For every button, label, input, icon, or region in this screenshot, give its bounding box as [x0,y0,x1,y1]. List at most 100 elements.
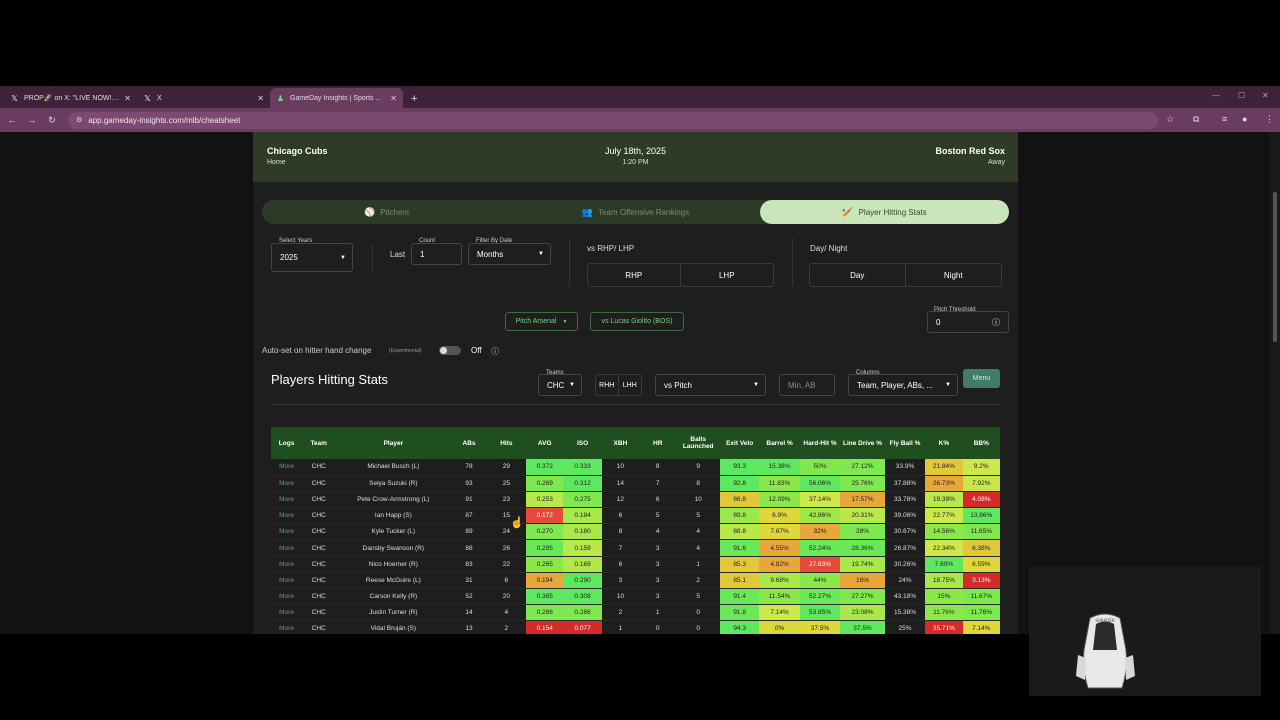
select-years-dropdown[interactable]: 2025 ▼ [271,243,353,272]
stat-cell: 37.14% [799,491,841,509]
browser-tab-prop[interactable]: 𝕏 PROP🚀 on X: "LIVE NOW!!! I'm ✕ [4,88,137,108]
profile-icon[interactable]: ● [1242,114,1248,124]
more-logs-link[interactable]: More [271,539,303,557]
night-button[interactable]: Night [943,270,963,280]
vs-hand-label: vs RHP/ LHP [587,244,635,253]
column-header[interactable]: Line Drive % [840,427,885,459]
sidebar-icon[interactable]: ⧉ [1193,114,1200,124]
more-logs-link[interactable]: More [271,459,303,476]
vs-pitcher-button[interactable]: vs Lucas Giolito (BOS) [590,312,684,331]
tab-player-hitting-stats[interactable]: 🏏 Player Hitting Stats [760,200,1009,224]
filter-by-date-dropdown[interactable]: Months ▼ [468,243,551,265]
forward-icon[interactable]: → [27,115,37,125]
more-logs-link[interactable]: More [271,475,303,492]
more-logs-link[interactable]: More [271,556,303,573]
column-header[interactable]: Barrel % [759,427,800,459]
menu-button[interactable]: Menu [963,369,1000,388]
more-logs-link[interactable]: More [271,507,303,525]
new-tab-button[interactable]: + [411,93,418,105]
lhp-button[interactable]: LHP [718,270,735,280]
column-header[interactable]: HR [639,427,677,459]
stat-cell: 83 [451,556,487,573]
bookmark-star-icon[interactable]: ☆ [1166,114,1175,124]
close-window-icon[interactable]: ✕ [1262,91,1269,100]
column-header[interactable]: AVG [526,427,564,459]
stat-cell: 7.87% [759,523,800,541]
teams-value: CHC [547,380,565,390]
column-header[interactable]: Fly Ball % [884,427,926,459]
tab-team-offensive-rankings[interactable]: 👥 Team Offensive Rankings [511,200,760,224]
column-header[interactable]: ABs [451,427,487,459]
table-row: More CHC Ian Happ (S) 87 15 0.172 0.184 6 5 5 89.8… [271,507,1000,525]
home-team-block: Chicago Cubs Home [267,146,328,166]
close-icon[interactable]: ✕ [257,93,264,103]
browser-tab-x[interactable]: 𝕏 X ✕ [137,88,270,108]
more-logs-link[interactable]: More [271,523,303,541]
close-icon[interactable]: ✕ [124,93,131,103]
stat-cell: 7.14% [759,604,800,622]
url-field[interactable]: ⚙ app.gameday-insights.com/mlb/cheatshee… [68,111,1158,129]
rhh-button[interactable]: RHH [596,375,619,395]
lhh-button[interactable]: LHH [622,381,637,389]
teams-dropdown[interactable]: CHC ▼ [538,374,582,396]
stat-cell: 52.24% [799,539,841,557]
scrollbar-thumb[interactable] [1273,192,1277,342]
more-logs-link[interactable]: More [271,572,303,590]
browser-tab-gameday[interactable]: ♟ GameDay Insights | Sports Ana ✕ [270,88,403,108]
site-info-icon[interactable]: ⚙ [76,117,83,124]
stat-cell: 0 [639,620,677,634]
column-header[interactable]: K% [925,427,963,459]
back-icon[interactable]: ← [7,115,17,125]
chevron-down-icon: ▼ [562,318,568,325]
column-header[interactable]: Player [335,427,452,459]
maximize-icon[interactable]: ☐ [1238,91,1246,100]
column-header[interactable]: Team [302,427,336,459]
more-logs-link[interactable]: More [271,588,303,606]
columns-dropdown[interactable]: Team, Player, ABs, ... ▼ [848,374,958,396]
min-ab-input[interactable]: Min. AB [779,374,835,396]
stat-cell: 4 [676,523,720,541]
stat-cell: 24 [486,523,527,541]
day-button[interactable]: Day [810,264,906,286]
stat-cell: CHC [302,556,336,573]
stat-cell: 0.169 [563,556,602,573]
column-header[interactable]: Balls Launched [676,427,720,459]
count-input[interactable]: 1 [411,243,462,265]
tab-pitchers[interactable]: ⚾ Pitchers [262,200,511,224]
tab-bar: 𝕏 PROP🚀 on X: "LIVE NOW!!! I'm ✕ 𝕏 X ✕ ♟… [0,86,1280,108]
column-header[interactable]: Hits [486,427,527,459]
column-header[interactable]: Logs [271,427,303,459]
more-logs-link[interactable]: More [271,491,303,509]
game-date: July 18th, 2025 [604,146,667,156]
player-name-cell: Ian Happ (S) [335,507,452,525]
tab-title: GameDay Insights | Sports Ana [290,94,387,102]
reload-icon[interactable]: ↻ [48,114,56,125]
pitch-arsenal-dropdown[interactable]: Pitch Arsenal ▼ [505,312,578,331]
column-header[interactable]: BB% [962,427,1000,459]
toggle-knob [440,347,447,354]
vs-pitch-dropdown[interactable]: vs Pitch ▼ [655,374,766,396]
stat-cell: 0.290 [563,572,602,590]
info-icon[interactable]: ⓘ [491,347,499,356]
auto-set-toggle[interactable] [439,346,461,355]
page-scrollbar[interactable] [1270,132,1280,634]
browser-window: 𝕏 PROP🚀 on X: "LIVE NOW!!! I'm ✕ 𝕏 X ✕ ♟… [0,86,1280,634]
column-header[interactable]: Hard-Hit % [799,427,841,459]
pitch-threshold-input[interactable]: 0 ⓘ [927,311,1009,333]
stat-cell: 4 [676,539,720,557]
column-header[interactable]: XBH [601,427,640,459]
stat-cell: 9.2% [962,459,1000,476]
more-logs-link[interactable]: More [271,604,303,622]
minimize-icon[interactable]: — [1212,91,1220,100]
stat-cell: 78 [451,459,487,476]
column-header[interactable]: ISO [563,427,602,459]
rhp-button[interactable]: RHP [588,264,681,286]
stat-cell: 7 [639,475,677,492]
info-icon[interactable]: ⓘ [992,317,1000,327]
more-logs-link[interactable]: More [271,620,303,634]
reading-list-icon[interactable]: ≡ [1222,114,1228,124]
column-header[interactable]: Exit Velo [719,427,760,459]
more-menu-icon[interactable]: ⋮ [1265,114,1274,124]
close-icon[interactable]: ✕ [390,93,397,103]
